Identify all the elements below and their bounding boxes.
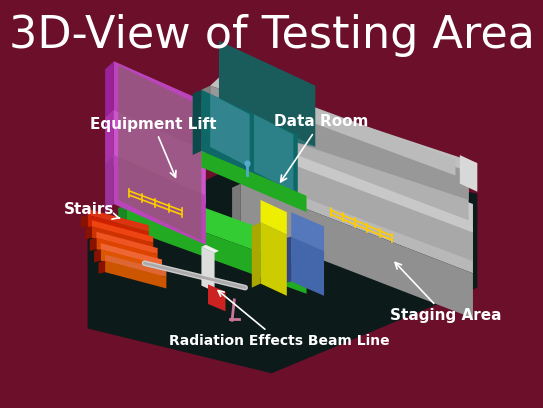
Polygon shape <box>193 90 201 155</box>
Polygon shape <box>245 118 473 233</box>
Polygon shape <box>460 155 477 192</box>
Polygon shape <box>201 90 298 196</box>
Polygon shape <box>210 78 477 171</box>
Polygon shape <box>105 255 166 277</box>
Polygon shape <box>105 155 206 204</box>
Polygon shape <box>87 209 149 231</box>
Text: 3D-View of Testing Area: 3D-View of Testing Area <box>9 14 534 57</box>
Polygon shape <box>105 261 166 288</box>
Polygon shape <box>127 180 307 269</box>
Polygon shape <box>201 98 315 147</box>
Polygon shape <box>208 284 225 311</box>
Polygon shape <box>87 149 477 373</box>
Polygon shape <box>252 222 261 288</box>
Polygon shape <box>92 226 153 254</box>
Polygon shape <box>282 237 291 284</box>
Polygon shape <box>241 139 473 273</box>
Polygon shape <box>105 61 114 118</box>
Polygon shape <box>245 147 473 261</box>
Polygon shape <box>254 90 469 196</box>
Polygon shape <box>291 212 324 251</box>
Polygon shape <box>201 86 210 118</box>
Polygon shape <box>261 222 287 296</box>
Polygon shape <box>118 204 127 233</box>
Polygon shape <box>85 226 92 239</box>
Polygon shape <box>254 114 469 220</box>
Polygon shape <box>114 155 206 245</box>
Text: Data Room: Data Room <box>274 115 368 182</box>
Polygon shape <box>219 41 315 147</box>
Text: Staging Area: Staging Area <box>390 262 501 323</box>
Polygon shape <box>87 215 149 243</box>
Polygon shape <box>96 232 157 254</box>
Polygon shape <box>210 94 250 167</box>
Polygon shape <box>92 220 153 243</box>
Polygon shape <box>236 147 245 180</box>
Polygon shape <box>245 114 254 143</box>
Polygon shape <box>291 237 324 296</box>
Polygon shape <box>201 247 214 292</box>
Polygon shape <box>90 238 96 251</box>
Polygon shape <box>232 184 241 233</box>
Text: Stairs: Stairs <box>64 202 119 219</box>
Polygon shape <box>105 155 114 212</box>
Polygon shape <box>96 238 157 266</box>
Polygon shape <box>105 110 114 163</box>
Polygon shape <box>100 243 162 266</box>
Polygon shape <box>100 249 162 277</box>
Text: Equipment Lift: Equipment Lift <box>90 117 216 177</box>
Polygon shape <box>201 245 219 253</box>
Polygon shape <box>114 110 206 196</box>
Polygon shape <box>94 249 100 262</box>
Polygon shape <box>245 82 456 175</box>
Polygon shape <box>201 151 307 212</box>
Polygon shape <box>261 200 287 235</box>
Polygon shape <box>114 61 206 151</box>
Polygon shape <box>241 184 473 318</box>
Polygon shape <box>98 261 105 274</box>
Polygon shape <box>254 114 293 192</box>
Polygon shape <box>81 215 87 228</box>
Polygon shape <box>118 65 201 241</box>
Text: Radiation Effects Beam Line: Radiation Effects Beam Line <box>168 290 389 348</box>
Polygon shape <box>210 86 469 200</box>
Polygon shape <box>105 110 206 159</box>
Polygon shape <box>127 204 307 294</box>
